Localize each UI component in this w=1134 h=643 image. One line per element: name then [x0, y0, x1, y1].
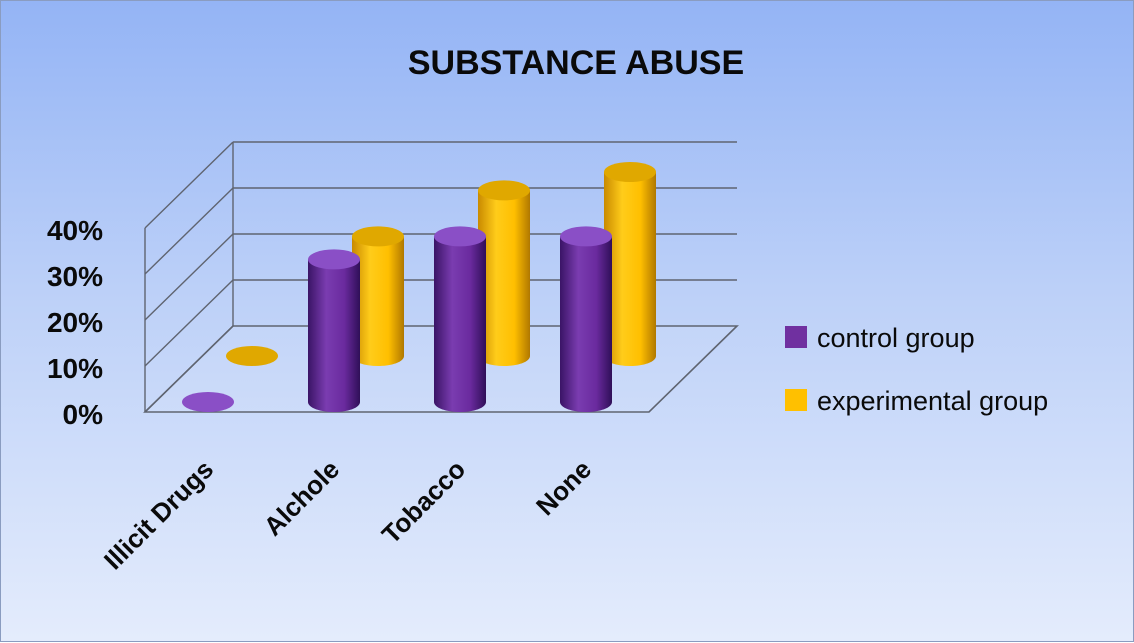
legend-label-control: control group	[817, 323, 975, 353]
bar-experimental-top	[352, 226, 404, 247]
bar-control-top	[560, 226, 612, 247]
gridline-side	[144, 187, 234, 275]
bar-control-top	[182, 392, 234, 412]
bar-experimental-body	[478, 190, 530, 366]
bar-control-top	[308, 249, 360, 270]
x-tick-label: Alchole	[258, 454, 346, 542]
bars-layer	[182, 162, 656, 412]
legend: control group experimental group	[785, 323, 1048, 416]
bar-control-top	[434, 226, 486, 247]
gridline-side	[144, 233, 234, 321]
x-axis-ticks: Illicit Drugs Alchole Tobacco None	[98, 454, 597, 575]
y-tick-label: 10%	[47, 353, 103, 384]
x-tick-label: Illicit Drugs	[98, 454, 219, 575]
y-tick-label: 30%	[47, 261, 103, 292]
x-tick-label: None	[530, 454, 597, 521]
legend-swatch-experimental	[785, 389, 807, 411]
y-tick-label: 0%	[63, 399, 104, 430]
bar-control-body	[308, 259, 360, 412]
y-axis-ticks: 0% 10% 20% 30% 40%	[47, 215, 103, 430]
bar-experimental-top	[226, 346, 278, 366]
bar-experimental-body	[352, 236, 404, 366]
gridline-side	[144, 325, 234, 413]
gridline-side	[144, 141, 234, 229]
legend-label-experimental: experimental group	[817, 386, 1048, 416]
bar-control-body	[434, 236, 486, 412]
x-tick-label: Tobacco	[376, 454, 471, 549]
y-tick-label: 20%	[47, 307, 103, 338]
chart-title: SUBSTANCE ABUSE	[408, 44, 744, 82]
gridline-side	[144, 279, 234, 367]
bar-experimental-body	[604, 172, 656, 366]
legend-swatch-control	[785, 326, 807, 348]
bar-control-body	[560, 236, 612, 412]
bar-experimental-top	[604, 162, 656, 182]
bar-experimental-top	[478, 180, 530, 201]
y-tick-label: 40%	[47, 215, 103, 246]
